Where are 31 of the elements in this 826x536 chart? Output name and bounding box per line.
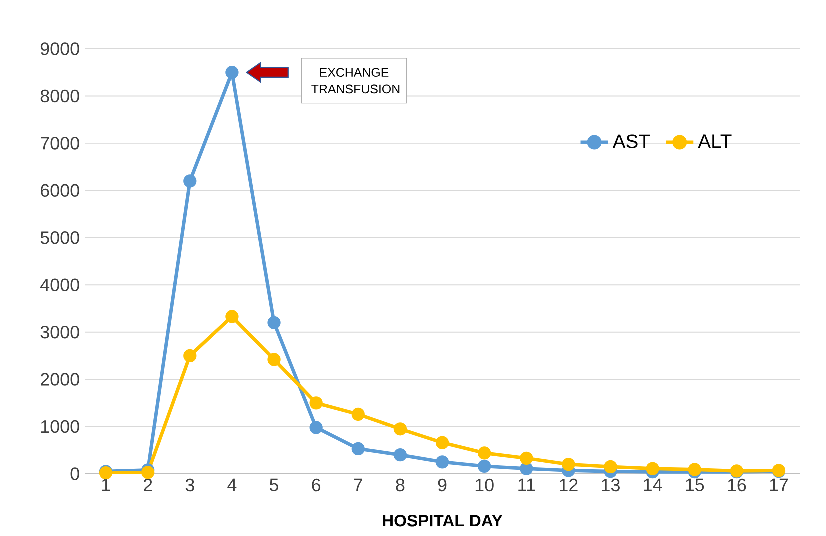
y-tick-label: 6000 bbox=[41, 184, 80, 198]
x-tick-label: 4 bbox=[228, 478, 237, 492]
y-tick-label: 0 bbox=[70, 468, 80, 480]
x-tick-label: 17 bbox=[770, 478, 788, 492]
x-tick-label: 14 bbox=[644, 478, 662, 492]
y-tick-label: 1000 bbox=[41, 420, 80, 434]
y-tick-label: 7000 bbox=[41, 137, 80, 150]
x-tick-label: 7 bbox=[354, 478, 362, 492]
y-tick-label: 9000 bbox=[40, 42, 80, 56]
y-tick-label: 3000 bbox=[40, 326, 80, 339]
y-tick-label: 4000 bbox=[40, 278, 80, 292]
x-tick-label: 8 bbox=[396, 478, 405, 492]
x-tick-label: 3 bbox=[186, 478, 194, 492]
x-tick-label: 11 bbox=[518, 478, 536, 492]
x-tick-label: 10 bbox=[476, 478, 494, 492]
legend-label: AST bbox=[612, 134, 650, 148]
y-tick-label: 2000 bbox=[41, 373, 80, 386]
x-tick-label: 16 bbox=[728, 478, 746, 492]
y-tick-label: 5000 bbox=[40, 232, 80, 244]
x-tick-label: 9 bbox=[438, 478, 447, 492]
x-tick-label: 5 bbox=[270, 478, 279, 492]
legend-label: ALT bbox=[698, 134, 732, 148]
annotation: EXCHANGE TRANSFUSION bbox=[312, 68, 400, 94]
x-tick-label: 1 bbox=[102, 478, 110, 492]
x-tick-label: 12 bbox=[560, 478, 578, 492]
x-tick-label: 13 bbox=[602, 478, 620, 492]
x-tick-label: 2 bbox=[144, 478, 152, 492]
x-tick-label: 6 bbox=[312, 478, 321, 492]
y-tick-label: 8000 bbox=[40, 90, 80, 103]
x-axis-title: HOSPITAL DAY bbox=[383, 514, 503, 527]
x-tick-label: 15 bbox=[686, 478, 704, 492]
